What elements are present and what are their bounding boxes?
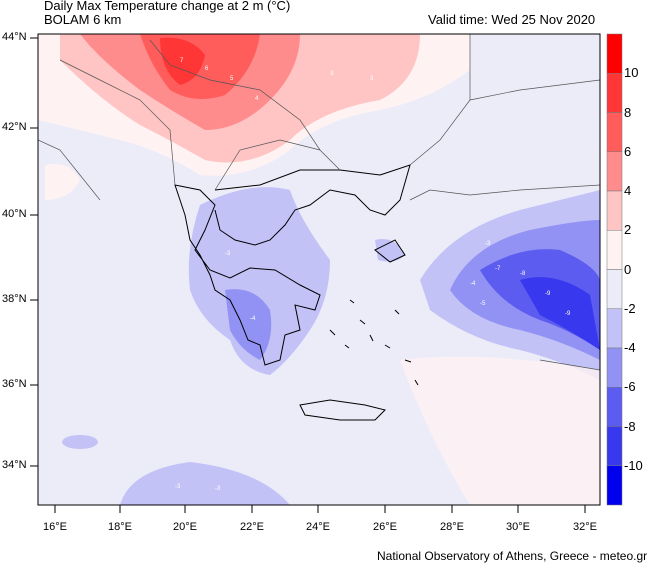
- colorbar-label: -2: [624, 300, 636, 316]
- colorbar-swatch: [606, 269, 623, 309]
- colorbar-label: -6: [624, 379, 636, 395]
- lon-tick-label: 28°E: [440, 521, 464, 533]
- colorbar-swatch: [606, 33, 623, 74]
- svg-text:-5: -5: [480, 301, 486, 307]
- lon-tick-label: 22°E: [240, 521, 264, 533]
- colorbar-label: 0: [624, 261, 632, 277]
- cold-anomaly-region: [120, 462, 290, 505]
- warm-anomaly-region: [45, 164, 80, 200]
- svg-text:-9: -9: [565, 311, 571, 317]
- lon-tick-label: 30°E: [506, 521, 530, 533]
- colorbar-swatch: [606, 465, 623, 506]
- cold-anomaly-region: [520, 277, 600, 350]
- lat-tick-label: 34°N: [2, 459, 27, 471]
- lon-tick-label: 16°E: [43, 521, 67, 533]
- cold-anomaly-region: [188, 187, 330, 375]
- colorbar-label: 10: [624, 65, 639, 81]
- svg-text:6: 6: [205, 66, 209, 72]
- svg-text:5: 5: [230, 76, 234, 82]
- svg-text:3: 3: [330, 71, 334, 77]
- colorbar-swatch: [606, 387, 623, 427]
- lat-tick-label: 36°N: [2, 378, 27, 390]
- colorbar-label: 4: [624, 183, 632, 198]
- lon-tick-label: 26°E: [373, 521, 397, 533]
- svg-text:-3: -3: [225, 251, 231, 257]
- colorbar-swatch: [606, 230, 623, 270]
- svg-text:-3: -3: [215, 486, 221, 492]
- colorbar-label: 6: [624, 143, 632, 159]
- contour-labels: 7 6 5 4 3 3 -3 -4 -5 -7 -8 -9 -9 -4 -3 -…: [175, 58, 571, 492]
- model-subtitle: BOLAM 6 km: [44, 12, 122, 27]
- svg-text:4: 4: [255, 96, 259, 102]
- svg-text:-9: -9: [545, 291, 551, 297]
- cold-anomaly-region: [62, 435, 98, 449]
- colorbar-swatch: [606, 426, 623, 466]
- valid-time: Valid time: Wed 25 Nov 2020: [428, 12, 596, 27]
- svg-text:-3: -3: [175, 484, 181, 490]
- warm-anomaly-region: [400, 356, 600, 505]
- svg-text:-7: -7: [495, 266, 501, 272]
- svg-text:-3: -3: [485, 241, 491, 247]
- svg-text:7: 7: [180, 58, 184, 64]
- colorbar-swatch: [606, 308, 623, 349]
- cold-anomaly-region: [225, 289, 272, 360]
- svg-text:-4: -4: [470, 281, 476, 287]
- warm-anomaly-region: [160, 37, 205, 85]
- colorbar-label: -4: [624, 340, 636, 355]
- country-borders: [38, 34, 600, 371]
- lon-tick-label: 32°E: [573, 521, 597, 533]
- lat-tick-label: 40°N: [2, 208, 27, 220]
- svg-text:3: 3: [370, 76, 374, 82]
- colorbar: [606, 33, 623, 506]
- lon-tick-label: 24°E: [306, 521, 330, 533]
- colorbar-label: -8: [624, 418, 636, 434]
- lon-tick-label: 18°E: [108, 521, 132, 533]
- lat-tick-label: 38°N: [2, 293, 27, 305]
- colorbar-swatch: [606, 73, 623, 113]
- colorbar-swatch: [606, 151, 623, 192]
- map-frame: [37, 33, 601, 506]
- colorbar-swatch: [606, 112, 623, 152]
- colorbar-label: 8: [624, 104, 632, 120]
- footer-credit: National Observatory of Athens, Greece -…: [377, 549, 648, 563]
- svg-text:-4: -4: [250, 316, 256, 322]
- colorbar-label: -10: [624, 457, 643, 473]
- svg-text:-8: -8: [520, 271, 526, 277]
- lat-tick-label: 42°N: [2, 121, 27, 133]
- colorbar-swatch: [606, 347, 623, 388]
- lon-tick-label: 20°E: [173, 521, 197, 533]
- colorbar-label: 2: [624, 222, 632, 238]
- lat-tick-label: 44°N: [2, 31, 27, 43]
- axis-ticks: [30, 37, 586, 513]
- colorbar-swatch: [606, 190, 623, 231]
- chart-title: Daily Max Temperature change at 2 m (°C): [44, 0, 291, 13]
